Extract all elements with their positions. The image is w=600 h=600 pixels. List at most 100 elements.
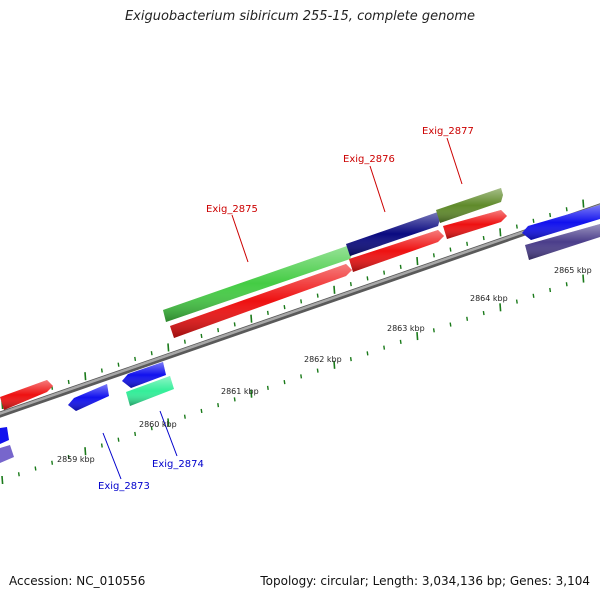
upper-minor-tick xyxy=(283,305,286,310)
upper-major-tick xyxy=(416,257,419,266)
upper-minor-tick xyxy=(515,224,518,229)
gene-label-exig-2873: Exig_2873 xyxy=(98,481,150,492)
gene-exig-2875-forward[interactable] xyxy=(163,245,353,322)
lower-minor-tick xyxy=(217,403,220,408)
scale-label-2864: 2864 kbp xyxy=(470,294,508,303)
upper-minor-tick xyxy=(432,253,435,258)
leader-exig-2873 xyxy=(102,432,122,480)
lower-minor-tick xyxy=(17,472,20,477)
scale-label-2859: 2859 kbp xyxy=(57,455,95,464)
scale-label-2862: 2862 kbp xyxy=(304,355,342,364)
lower-major-tick xyxy=(499,303,502,312)
scale-label-2865: 2865 kbp xyxy=(554,266,592,275)
gene-red-forward-1[interactable] xyxy=(170,264,352,338)
lower-major-tick xyxy=(416,332,419,341)
lower-minor-tick xyxy=(283,380,286,385)
lower-minor-tick xyxy=(100,443,103,448)
genome-backbone xyxy=(0,203,600,418)
upper-major-tick xyxy=(167,343,170,352)
lower-minor-tick xyxy=(383,345,386,350)
upper-minor-tick xyxy=(316,293,319,298)
upper-minor-tick xyxy=(67,379,70,385)
upper-minor-tick xyxy=(466,241,469,246)
gene-blue-reverse-1[interactable] xyxy=(68,384,109,411)
lower-minor-tick xyxy=(266,385,269,391)
scale-label-2863: 2863 kbp xyxy=(387,324,425,333)
upper-major-tick xyxy=(250,314,253,323)
lower-major-tick xyxy=(582,274,585,283)
lower-minor-tick xyxy=(183,414,186,419)
leader-exig-2876 xyxy=(369,165,386,213)
upper-minor-tick xyxy=(300,299,303,304)
gene-blue-reverse-2[interactable] xyxy=(122,362,166,388)
lower-minor-tick xyxy=(200,408,203,414)
upper-minor-tick xyxy=(549,212,552,218)
gene-blue-reverse-left[interactable] xyxy=(0,427,9,444)
upper-major-tick xyxy=(333,285,336,294)
lower-minor-tick xyxy=(300,374,303,379)
upper-minor-tick xyxy=(383,270,386,275)
lower-minor-tick xyxy=(466,316,469,321)
upper-minor-tick xyxy=(366,276,369,281)
upper-major-tick xyxy=(582,199,585,208)
accession-text: Accession: NC_010556 xyxy=(9,574,146,588)
gene-purple-reverse-left[interactable] xyxy=(0,445,14,463)
gene-red-forward-3[interactable] xyxy=(443,210,507,239)
lower-minor-tick xyxy=(51,460,54,465)
lower-major-tick xyxy=(250,389,253,398)
lower-major-tick xyxy=(333,360,336,369)
upper-minor-tick xyxy=(349,282,352,287)
gene-exig-2874-reverse[interactable] xyxy=(126,376,174,406)
upper-minor-tick xyxy=(449,247,452,252)
lower-minor-tick xyxy=(515,299,518,304)
lower-tick-row xyxy=(1,274,585,485)
upper-minor-tick xyxy=(482,235,485,241)
upper-minor-tick xyxy=(100,368,103,373)
upper-major-tick xyxy=(499,228,502,237)
lower-minor-tick xyxy=(67,454,70,460)
lower-minor-tick xyxy=(432,328,435,333)
gene-label-exig-2875: Exig_2875 xyxy=(206,204,258,215)
lower-major-tick xyxy=(167,418,170,427)
lower-minor-tick xyxy=(449,322,452,327)
gene-exig-2876-forward[interactable] xyxy=(346,212,440,256)
upper-minor-tick xyxy=(217,328,220,333)
lower-minor-tick xyxy=(532,293,535,298)
upper-minor-tick xyxy=(266,310,269,316)
lower-minor-tick xyxy=(366,351,369,356)
gene-blue-reverse-3[interactable] xyxy=(522,205,600,240)
lower-minor-tick xyxy=(549,287,552,293)
scale-label-2861: 2861 kbp xyxy=(221,387,259,396)
lower-minor-tick xyxy=(34,466,37,471)
leader-exig-2875 xyxy=(231,214,249,263)
gene-label-exig-2877: Exig_2877 xyxy=(422,126,474,137)
upper-minor-tick xyxy=(134,356,137,362)
lower-minor-tick xyxy=(316,368,319,373)
lower-minor-tick xyxy=(150,426,153,431)
upper-major-tick xyxy=(84,372,87,381)
gene-exig-2877-forward[interactable] xyxy=(436,188,503,223)
upper-tick-row xyxy=(1,199,585,410)
lower-minor-tick xyxy=(482,310,485,316)
lower-minor-tick xyxy=(349,357,352,362)
lower-major-tick xyxy=(1,475,4,485)
upper-minor-tick xyxy=(117,362,120,367)
lower-minor-tick xyxy=(565,282,568,287)
lower-minor-tick xyxy=(233,397,236,402)
gene-red-forward-2[interactable] xyxy=(349,230,444,272)
lower-major-tick xyxy=(84,447,87,456)
upper-minor-tick xyxy=(200,333,203,339)
upper-minor-tick xyxy=(532,218,535,223)
gene-purple-reverse-1[interactable] xyxy=(525,224,600,260)
upper-minor-tick xyxy=(399,264,402,269)
upper-minor-tick xyxy=(233,322,236,327)
lower-minor-tick xyxy=(134,431,137,437)
upper-minor-tick xyxy=(565,207,568,212)
gene-red-forward-4[interactable] xyxy=(0,380,53,410)
scale-label-2860: 2860 kbp xyxy=(139,420,177,429)
map-title: Exiguobacterium sibiricum 255-15, comple… xyxy=(124,9,476,24)
lower-minor-tick xyxy=(117,437,120,442)
gene-label-exig-2874: Exig_2874 xyxy=(152,459,204,470)
genome-summary-text: Topology: circular; Length: 3,034,136 bp… xyxy=(260,574,590,588)
